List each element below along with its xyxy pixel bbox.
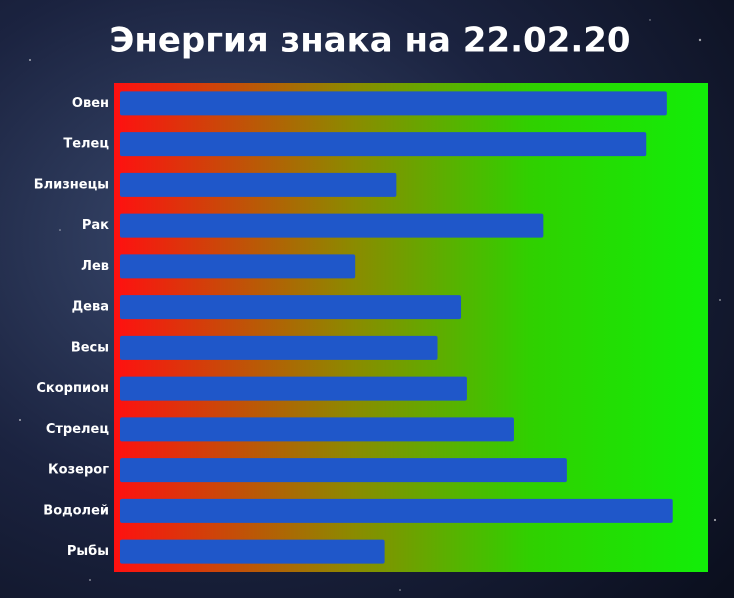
y-tick-label: Телец [63,137,109,152]
bar [120,498,673,523]
y-tick-label: Овен [72,96,109,111]
bar [120,335,438,360]
y-tick-label: Водолей [43,503,109,518]
chart-title: Энергия знака на 22.02.20 [109,21,630,61]
bar [120,458,567,483]
stars [19,19,721,591]
bar [120,132,647,157]
y-tick-label: Рыбы [67,544,109,559]
bar [120,172,397,197]
bar [120,417,514,442]
bar [120,213,544,238]
y-tick-label: Скорпион [36,381,109,396]
bar [120,376,467,401]
y-tick-label: Близнецы [34,177,109,192]
y-tick-label: Козерог [48,463,109,478]
bar [120,91,667,116]
bar [120,295,462,320]
y-tick-label: Весы [71,340,109,355]
plot-area [114,83,708,572]
bar [120,254,356,279]
y-tick-label: Лев [81,259,109,274]
y-tick-label: Стрелец [46,422,110,437]
bar [120,539,385,564]
y-tick-label: Дева [72,300,109,315]
y-tick-label: Рак [82,218,109,233]
